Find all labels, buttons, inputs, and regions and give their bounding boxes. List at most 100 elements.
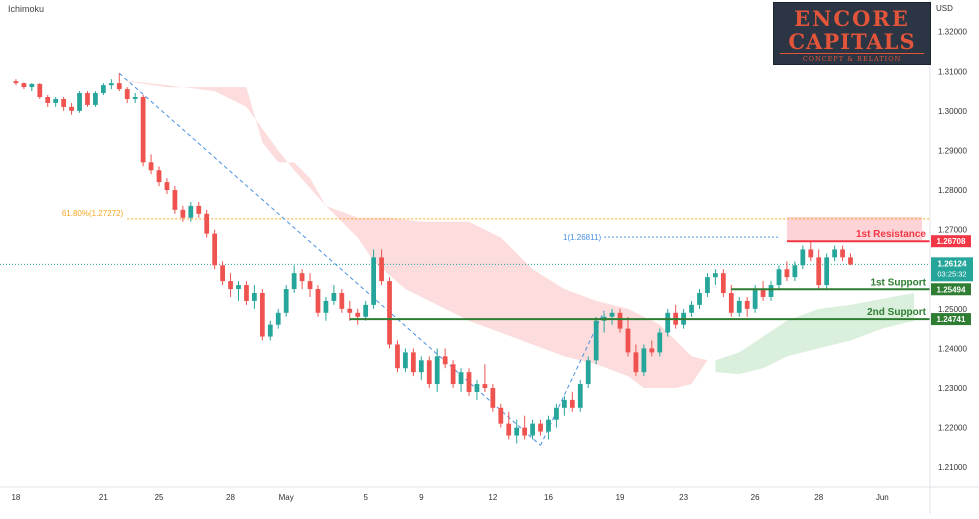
candle-body (172, 190, 178, 210)
candle-body (561, 399, 567, 408)
1st-resistance-label: 1st Resistance (856, 229, 926, 240)
candle (697, 289, 702, 309)
candle (641, 344, 647, 377)
2nd-support-badge-text: 1.24741 (937, 315, 966, 324)
candle (37, 83, 43, 99)
candle (61, 97, 67, 111)
candle-body (633, 352, 639, 373)
candle (236, 281, 241, 301)
candle-body (148, 162, 154, 171)
candle-body (403, 352, 408, 369)
candle-body (792, 265, 798, 278)
candle (339, 289, 345, 313)
candle-body (69, 106, 74, 111)
candle (434, 348, 440, 392)
candle-countdown-text: 03:25:32 (937, 269, 966, 278)
trendline-1 (118, 72, 541, 446)
candle-body (363, 304, 369, 317)
candle (506, 411, 512, 440)
candle-body (784, 269, 790, 278)
candle (625, 316, 631, 357)
x-tick-label: 12 (488, 493, 497, 502)
candle (100, 83, 106, 96)
candle (736, 296, 742, 317)
candle-body (498, 407, 504, 424)
candle (633, 344, 639, 377)
candle (116, 73, 122, 92)
candle-body (108, 83, 114, 86)
candle-body (196, 205, 202, 214)
candle (291, 265, 297, 293)
candle (760, 281, 766, 301)
candle-body (490, 388, 496, 408)
candle-body (657, 332, 663, 353)
candle (204, 209, 210, 238)
candle-body (228, 281, 233, 290)
candle (848, 253, 853, 266)
candle (577, 380, 583, 412)
candle (569, 391, 575, 412)
candle (816, 249, 822, 290)
candle (379, 249, 384, 286)
candle (561, 395, 567, 416)
candle (307, 273, 313, 297)
candle-body (585, 360, 591, 385)
candle-body (689, 304, 694, 313)
trendline-2 (540, 310, 605, 446)
candle (649, 340, 655, 357)
candle (490, 384, 496, 412)
candle (252, 285, 257, 309)
candle-body (728, 292, 734, 313)
brand-logo: ENCORE CAPITALS CONCEPT & RELATION (773, 2, 931, 65)
candle (299, 269, 305, 290)
candle-body (124, 89, 130, 99)
candle (363, 300, 369, 321)
candle-body (252, 292, 257, 301)
candle (156, 166, 162, 187)
candle (395, 340, 400, 373)
candle (196, 201, 202, 218)
candle (784, 261, 790, 282)
candle-body (410, 352, 416, 373)
candle (776, 265, 782, 290)
logo-rule (780, 53, 924, 54)
candle-body (530, 423, 535, 436)
current-price-badge (931, 257, 973, 282)
candle-body (212, 233, 218, 266)
candle-body (840, 249, 845, 258)
x-tick-label: 28 (226, 493, 235, 502)
candle-body (705, 277, 710, 293)
candle-body (323, 300, 329, 313)
candle (744, 296, 750, 317)
candle-body (331, 292, 337, 301)
candle (665, 308, 671, 337)
candle (824, 253, 830, 290)
y-tick-label: 1.28000 (938, 186, 967, 195)
candle-body (458, 372, 464, 385)
y-tick-label: 1.25000 (938, 305, 967, 314)
candle (148, 154, 154, 175)
1st-resistance-badge (931, 235, 971, 248)
y-tick-label: 1.31000 (938, 67, 967, 76)
candle (482, 364, 488, 392)
y-tick-label: 1.27000 (938, 226, 967, 235)
y-tick-label: 1.23000 (938, 384, 967, 393)
candle-body (29, 83, 35, 88)
candle (689, 300, 694, 317)
candle-body (418, 360, 424, 373)
candle-body (609, 312, 615, 317)
candle-body (546, 419, 551, 432)
candle (713, 269, 718, 286)
candle (259, 289, 265, 341)
candle-body (77, 93, 82, 111)
candle-body (244, 285, 249, 301)
candle (132, 93, 138, 103)
currency-label: USD (936, 4, 953, 13)
x-tick-label: 25 (155, 493, 164, 502)
candle-body (506, 423, 512, 436)
candle-body (45, 97, 51, 103)
candle (283, 285, 289, 317)
candle-body (832, 249, 838, 258)
1st-support-badge-text: 1.25494 (937, 285, 966, 294)
